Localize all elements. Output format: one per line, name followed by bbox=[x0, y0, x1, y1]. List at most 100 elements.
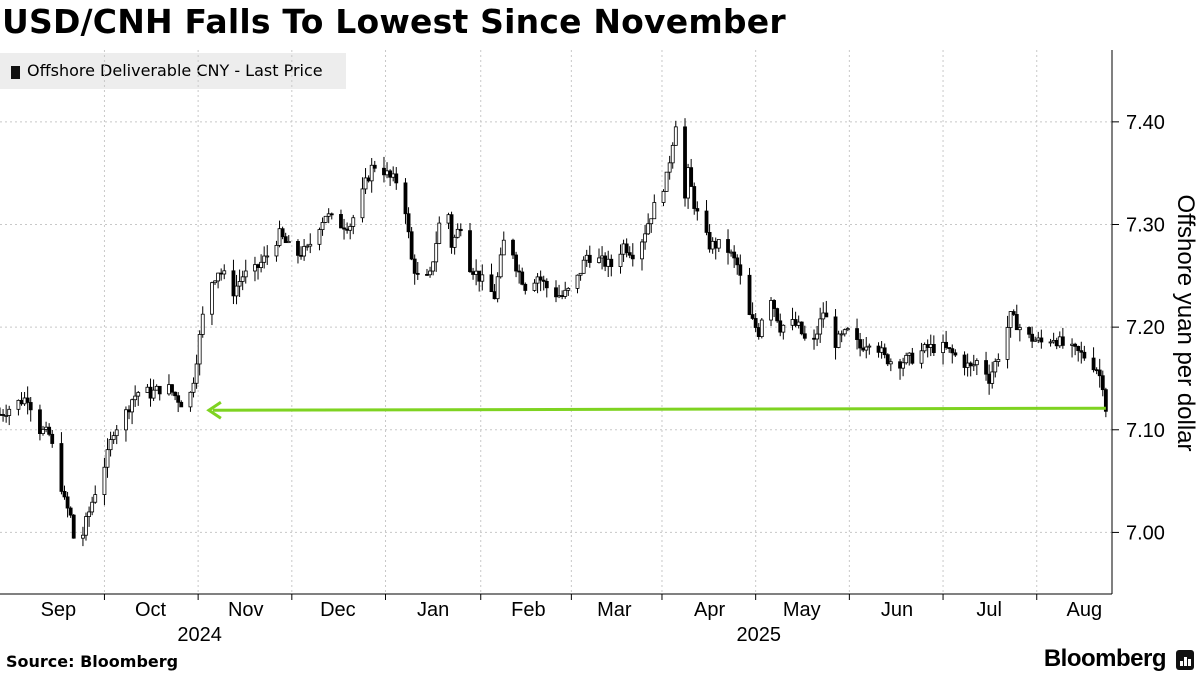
candle-body bbox=[477, 270, 482, 282]
candle-body bbox=[114, 429, 119, 437]
candle-body bbox=[323, 215, 328, 223]
candle-body bbox=[652, 202, 657, 220]
candle-body bbox=[646, 223, 651, 235]
candle-body bbox=[790, 319, 795, 326]
candle-body bbox=[667, 162, 672, 173]
candle-body bbox=[1094, 369, 1099, 372]
candle-body bbox=[554, 287, 558, 298]
candle-body bbox=[317, 229, 322, 245]
candle-body bbox=[302, 246, 307, 257]
candle-body bbox=[1082, 351, 1087, 359]
candle-body bbox=[449, 214, 454, 248]
candle-body bbox=[455, 228, 460, 238]
candle-body bbox=[812, 337, 816, 340]
candle-body bbox=[898, 361, 902, 369]
candle-body bbox=[133, 395, 138, 401]
candle-body bbox=[68, 507, 73, 516]
candle-body bbox=[437, 222, 442, 244]
candle-body bbox=[366, 177, 371, 182]
candle-body bbox=[974, 360, 979, 366]
candle-body bbox=[1036, 337, 1041, 341]
y-tick-label: 7.10 bbox=[1126, 420, 1165, 442]
candle-body bbox=[879, 347, 884, 353]
x-year-label: 2024 bbox=[177, 624, 222, 646]
candle-body bbox=[151, 389, 156, 399]
candle-body bbox=[409, 231, 414, 260]
candle-body bbox=[71, 514, 76, 539]
candle-body bbox=[910, 352, 915, 364]
candle-body bbox=[885, 354, 890, 365]
candle-body bbox=[360, 188, 365, 219]
candle-body bbox=[176, 395, 181, 403]
candle-body bbox=[753, 318, 758, 328]
candle-body bbox=[342, 227, 346, 230]
y-tick-label: 7.20 bbox=[1126, 317, 1165, 339]
candle-body bbox=[864, 346, 869, 351]
candle-body bbox=[170, 384, 174, 393]
legend-swatch-icon bbox=[11, 66, 20, 79]
candle-body bbox=[108, 439, 113, 451]
x-tick-label: Apr bbox=[694, 599, 725, 621]
y-tick-label: 7.40 bbox=[1126, 112, 1165, 134]
candle-body bbox=[480, 274, 485, 282]
candle-body bbox=[320, 222, 325, 231]
candle-body bbox=[1027, 327, 1031, 335]
candle-body bbox=[329, 213, 334, 216]
candle-body bbox=[941, 341, 945, 354]
candle-body bbox=[305, 245, 310, 248]
candle-body bbox=[704, 210, 709, 233]
candle-body bbox=[4, 415, 9, 417]
candle-body bbox=[299, 254, 303, 257]
candle-body bbox=[157, 385, 162, 395]
candle-body bbox=[965, 362, 970, 368]
candle-body bbox=[253, 264, 257, 272]
legend-label: Offshore Deliverable CNY - Last Price bbox=[27, 61, 323, 80]
candle-body bbox=[888, 361, 893, 365]
candle-body bbox=[566, 287, 571, 291]
candle-body bbox=[747, 274, 752, 315]
candle-body bbox=[818, 318, 823, 335]
candle-body bbox=[987, 373, 992, 384]
annotation-arrowhead-icon bbox=[206, 401, 222, 420]
candle-body bbox=[259, 261, 264, 268]
candle-body bbox=[1033, 339, 1038, 342]
candle-body bbox=[412, 258, 417, 274]
candle-body bbox=[689, 167, 694, 187]
candle-body bbox=[446, 214, 451, 224]
candle-body bbox=[197, 334, 202, 365]
candle-body bbox=[713, 240, 718, 249]
candle-body bbox=[925, 344, 930, 348]
candle-body bbox=[1060, 336, 1065, 346]
candle-body bbox=[382, 167, 386, 176]
candle-body bbox=[102, 466, 107, 496]
annotation-arrow-shaft bbox=[212, 406, 1106, 412]
candle-body bbox=[815, 333, 820, 340]
candle-body bbox=[1014, 314, 1019, 331]
candle-body bbox=[845, 328, 850, 331]
chart-legend: Offshore Deliverable CNY - Last Price bbox=[0, 53, 346, 89]
candle-body bbox=[772, 300, 776, 309]
candle-body bbox=[167, 384, 171, 395]
y-axis-label: Offshore yuan per dollar bbox=[1172, 194, 1199, 452]
candle-body bbox=[538, 276, 543, 281]
candle-body bbox=[581, 259, 586, 274]
candle-body bbox=[345, 228, 350, 231]
candle-body bbox=[876, 345, 881, 353]
candle-body bbox=[468, 230, 472, 273]
candle-body bbox=[501, 239, 506, 256]
candle-body bbox=[369, 164, 374, 182]
candle-body bbox=[492, 291, 497, 300]
candle-body bbox=[557, 295, 561, 298]
candle-body bbox=[277, 228, 282, 246]
candle-body bbox=[62, 491, 67, 498]
candle-body bbox=[627, 252, 632, 256]
candle-body bbox=[523, 283, 528, 291]
candle-body bbox=[458, 228, 463, 232]
candle-body bbox=[363, 177, 368, 190]
candle-body bbox=[769, 300, 773, 321]
candle-body bbox=[111, 435, 116, 440]
source-note: Source: Bloomberg bbox=[6, 652, 179, 671]
candle-body bbox=[796, 321, 801, 326]
candle-body bbox=[544, 280, 549, 289]
candle-body bbox=[200, 313, 205, 335]
